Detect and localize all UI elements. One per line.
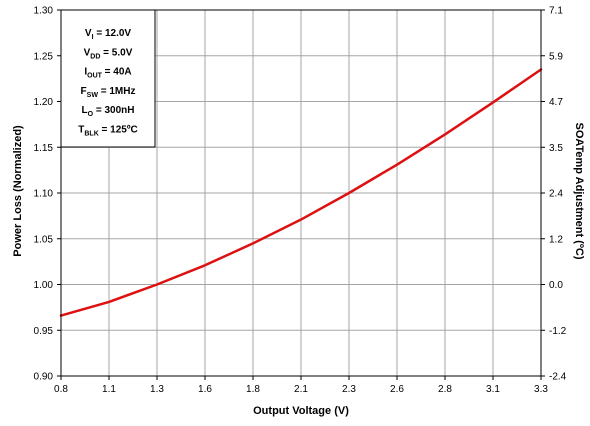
- series-layer: [59, 68, 543, 317]
- x-tick-label: 2.1: [294, 384, 308, 395]
- y2-tick-label: 4.7: [549, 97, 563, 108]
- y-tick-label: 1.05: [34, 234, 54, 245]
- x-tick-label: 2.6: [390, 384, 404, 395]
- series-line: [59, 68, 543, 317]
- y2-tick-label: -2.4: [549, 372, 567, 383]
- y2-tick-label: 3.5: [549, 143, 563, 154]
- condition-line: FSW = 1MHz: [81, 86, 136, 99]
- x-axis-title: Output Voltage (V): [253, 405, 349, 417]
- x-tick-label: 2.8: [438, 384, 452, 395]
- condition-line: LO = 300nH: [82, 105, 135, 118]
- x-tick-label: 3.3: [534, 384, 548, 395]
- plot-frame: [57, 9, 545, 380]
- conditions-box-frame: [60, 9, 156, 148]
- y2-tick-label: 7.1: [549, 6, 563, 17]
- condition-line: VI = 12.0V: [85, 28, 131, 41]
- y2-tick-label: 1.2: [549, 234, 563, 245]
- y-tick-label: 0.90: [34, 372, 54, 383]
- y-axis-title: Power Loss (Normalized): [12, 125, 24, 257]
- conditions-box: VI = 12.0V VDD = 5.0V IOUT = 40A FSW = 1MHz…: [60, 9, 156, 148]
- x-tick-label: 2.3: [342, 384, 356, 395]
- y2-axis-title: SOATemp Adjustment (ºC): [573, 122, 585, 259]
- x-tick-label: 0.8: [54, 384, 68, 395]
- plot-border: [60, 9, 542, 377]
- y-tick-label: 1.15: [34, 143, 54, 154]
- condition-line: TBLK = 125ºC: [78, 125, 137, 138]
- y-tick-label: 1.30: [34, 6, 54, 17]
- y2-tick-label: 5.9: [549, 51, 563, 62]
- y-tick-label: 1.00: [34, 280, 54, 291]
- x-tick-label: 1.6: [198, 384, 212, 395]
- y-tick-label: 1.10: [34, 189, 54, 200]
- condition-line: VDD = 5.0V: [84, 47, 133, 60]
- y2-tick-label: 0.0: [549, 280, 563, 291]
- y-tick-label: 1.25: [34, 51, 54, 62]
- x-tick-label: 1.3: [150, 384, 164, 395]
- y2-tick-label: 2.4: [549, 189, 563, 200]
- x-tick-label: 3.1: [486, 384, 500, 395]
- x-tick-label: 1.8: [246, 384, 260, 395]
- tick-labels: 0.8 1.1 1.3 1.6 1.8 2.1 2.3 2.6 2.8 3.1 3.3 0.90 -2.…: [34, 6, 567, 396]
- x-tick-label: 1.1: [102, 384, 116, 395]
- y2-tick-label: -1.2: [549, 326, 567, 337]
- y-tick-label: 0.95: [34, 326, 54, 337]
- condition-line: IOUT = 40A: [84, 67, 131, 80]
- y-tick-label: 1.20: [34, 97, 54, 108]
